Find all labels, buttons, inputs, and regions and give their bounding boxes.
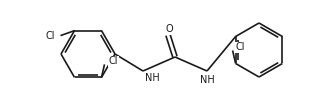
Text: NH: NH <box>200 75 215 85</box>
Text: Cl: Cl <box>46 31 55 41</box>
Text: O: O <box>165 24 173 34</box>
Text: NH: NH <box>145 73 159 83</box>
Text: Cl: Cl <box>109 56 118 66</box>
Text: Cl: Cl <box>236 43 246 53</box>
